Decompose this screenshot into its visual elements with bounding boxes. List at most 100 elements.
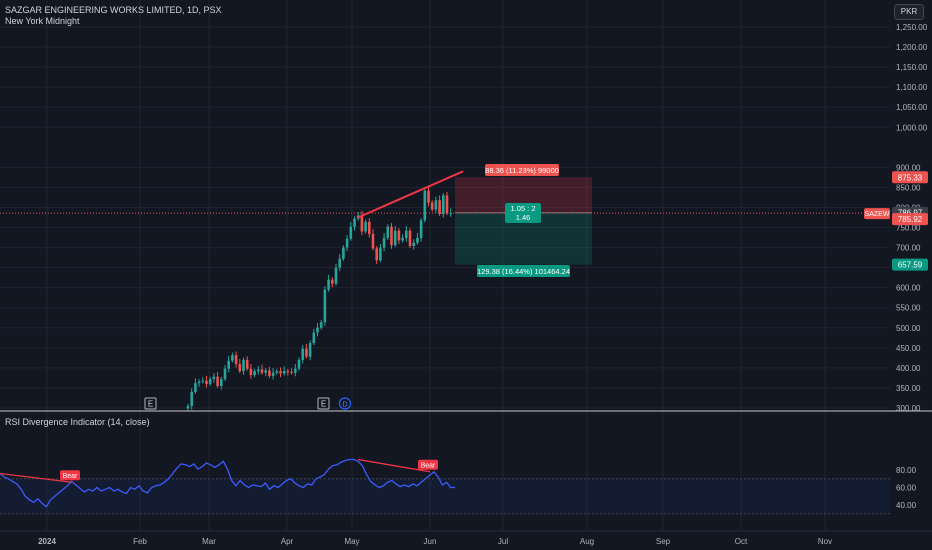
candle [360,215,364,232]
price-tick-label: 350.00 [896,384,921,393]
candle [427,190,430,203]
price-tick-label: 1,050.00 [896,103,928,112]
bear-divergence-price-line [357,170,464,219]
candle [260,369,264,373]
candle [442,195,445,214]
candle [338,258,341,268]
risk-reward-label: 1.05 : 2 1.46 [505,203,541,223]
rsi-band [0,478,890,515]
candle [286,371,290,373]
candle [197,381,201,384]
candle [345,238,349,248]
price-tick-label: 700.00 [896,244,921,253]
ticker-tag: SAZEW [864,208,890,220]
target-label: 88.36 (11.23%) 99000 [485,164,559,176]
candle [368,221,371,234]
rsi-divergence-line [0,472,73,483]
earnings-marker[interactable]: E [317,397,330,410]
candle [290,371,293,373]
candle [408,230,412,246]
price-tick-label: 600.00 [896,284,921,293]
rsi-divergences: Bear Bear [0,458,438,483]
time-axis[interactable]: 2024 Feb Mar Apr May Jun Jul Aug Sep Oct Nov [0,530,932,546]
price-tags: 875.33 786.97 785.92 SAZEW 657.59 [864,171,928,271]
rsi-tick-label: 80.00 [896,466,917,475]
candle [216,376,219,386]
svg-text:785.92: 785.92 [898,215,923,224]
svg-text:E: E [148,400,153,409]
chart-grid [0,0,890,530]
candle [353,218,356,227]
svg-text:SAZEW: SAZEW [865,211,890,218]
price-axis[interactable]: 300.00 350.00 400.00 450.00 500.00 550.00 600.… [896,23,928,413]
stop-label: 129.38 (16.44%) 101464.24 [477,265,570,277]
candle [190,391,193,406]
candles [186,185,452,411]
candle [297,359,301,369]
candle [212,376,216,380]
price-tick-label: 500.00 [896,324,921,333]
candle [245,359,249,369]
candle [397,230,401,241]
candle [423,190,427,221]
candle [316,327,319,333]
price-tick-label: 1,000.00 [896,123,928,132]
candle [268,370,271,376]
candle [334,267,338,284]
price-tick-label: 550.00 [896,304,921,313]
svg-text:D: D [342,402,347,409]
candle [275,371,279,373]
candle [319,322,323,328]
candle [382,237,386,248]
candle [445,195,449,214]
earnings-marker[interactable]: E [144,397,157,410]
candle [294,368,297,373]
dividend-marker[interactable]: D [338,397,352,410]
time-tick-label: Jun [424,537,437,546]
candle [201,380,205,382]
price-tick-label: 1,150.00 [896,63,928,72]
rsi-axis[interactable]: 40.00 60.00 80.00 [896,466,917,510]
indicator-title[interactable]: RSI Divergence Indicator (14, close) [5,417,150,427]
candle [253,371,256,376]
candle [231,355,234,361]
candle [208,379,212,384]
time-tick-label: Aug [580,537,594,546]
price-tick-label: 900.00 [896,163,921,172]
candle [327,279,330,290]
time-tick-label: May [344,537,359,546]
candle [412,242,415,246]
candle [331,279,334,284]
candle [349,226,353,239]
candle [186,405,190,409]
position-tool[interactable] [455,177,592,265]
candle [264,370,267,373]
time-tick-label: Jul [498,537,508,546]
candle [379,247,382,261]
currency-badge[interactable]: PKR [894,4,924,20]
time-tick-label: Nov [818,537,832,546]
svg-text:875.33: 875.33 [898,173,923,182]
candle [227,360,230,369]
rsi-band-fill [0,478,890,514]
candle [312,332,316,344]
candle [393,230,397,246]
candle [282,371,286,374]
chart-title[interactable]: SAZGAR ENGINEERING WORKS LIMITED, 1D, PS… [5,5,222,15]
timezone-label: New York Midnight [5,16,80,26]
candle [249,368,253,376]
candle [430,202,434,210]
candle [386,226,390,238]
price-tick-label: 850.00 [896,183,921,192]
candle [401,237,404,241]
candle [223,368,227,380]
candle [220,379,223,386]
time-tick-label: Sep [656,537,671,546]
last-price-tag: 785.92 [892,213,928,226]
candle [234,355,238,364]
rsi-tick-label: 60.00 [896,484,917,493]
candle [371,233,375,249]
candle [308,343,312,357]
candle [416,237,419,243]
